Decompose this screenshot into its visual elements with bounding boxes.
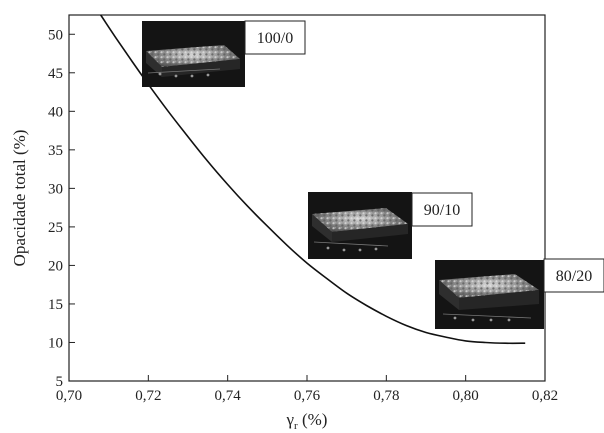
y-tick-label: 25 <box>48 220 63 236</box>
x-tick-label: 0,76 <box>294 388 321 404</box>
x-axis-ticks: 0,70 0,72 0,74 0,76 0,78 0,80 0,82 <box>56 375 558 404</box>
y-tick-label: 35 <box>48 143 63 159</box>
y-tick-label: 50 <box>48 27 63 43</box>
x-tick-label: 0,78 <box>373 388 399 404</box>
y-axis-ticks: 5 10 15 20 25 30 35 40 45 50 <box>48 27 75 390</box>
y-axis-title: Opacidade total (%) <box>10 130 29 267</box>
x-tick-label: 0,80 <box>453 388 479 404</box>
x-tick-label: 0,72 <box>135 388 161 404</box>
y-tick-label: 5 <box>56 374 64 390</box>
svg-text:90/10: 90/10 <box>424 202 460 219</box>
x-axis-title: γr (%) <box>286 410 328 432</box>
surface-image-100-0 <box>142 21 245 87</box>
y-tick-label: 10 <box>48 335 63 351</box>
annotation-90-10: 90/10 <box>411 192 473 227</box>
y-tick-label: 15 <box>48 297 63 313</box>
y-tick-label: 45 <box>48 66 63 82</box>
svg-text:80/20: 80/20 <box>556 268 592 285</box>
svg-text:100/0: 100/0 <box>257 30 293 47</box>
annotation-80-20: 80/20 <box>543 258 604 293</box>
surface-image-90-10 <box>308 192 412 259</box>
y-tick-label: 40 <box>48 104 63 120</box>
surface-image-80-20 <box>435 260 544 329</box>
y-tick-label: 30 <box>48 181 63 197</box>
y-tick-label: 20 <box>48 258 63 274</box>
annotation-100-0: 100/0 <box>244 20 306 55</box>
x-tick-label: 0,82 <box>532 388 558 404</box>
x-tick-label: 0,74 <box>215 388 242 404</box>
x-tick-label: 0,70 <box>56 388 82 404</box>
series-line <box>100 14 526 345</box>
